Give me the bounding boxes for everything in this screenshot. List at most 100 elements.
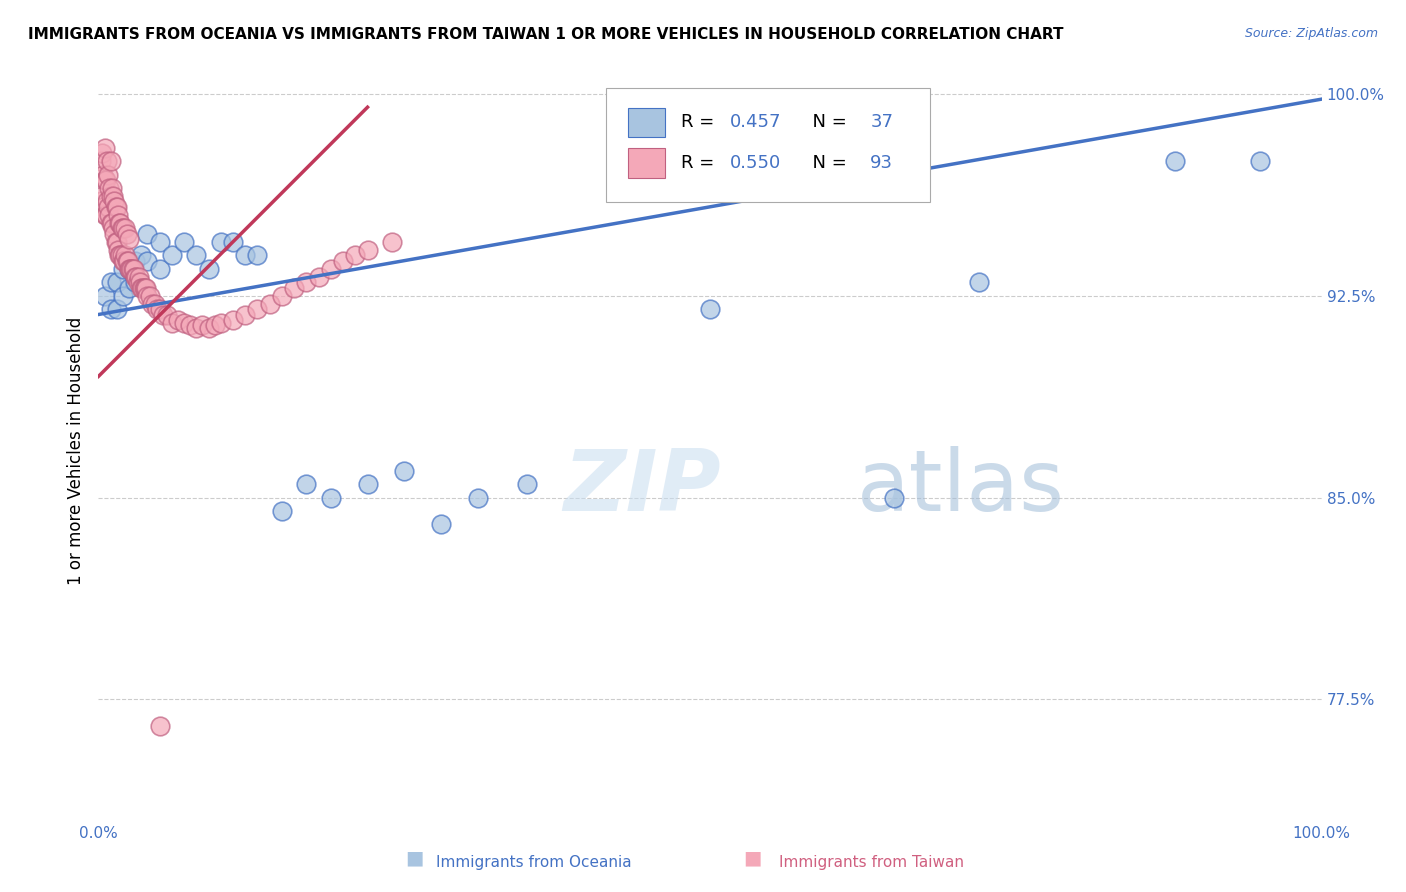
Point: [356, 243, 378, 257]
Point: [100, 216, 122, 230]
Text: IMMIGRANTS FROM OCEANIA VS IMMIGRANTS FROM TAIWAN 1 OR MORE VEHICLES IN HOUSEHOL: IMMIGRANTS FROM OCEANIA VS IMMIGRANTS FR…: [28, 27, 1063, 42]
Point: [246, 248, 269, 262]
Point: [149, 261, 172, 276]
Point: [97, 168, 120, 182]
Point: [209, 316, 232, 330]
Point: [114, 221, 136, 235]
Point: [319, 261, 342, 276]
Point: [129, 280, 152, 294]
Point: [197, 261, 219, 276]
Point: [191, 318, 214, 333]
Point: [967, 275, 990, 289]
Point: [105, 275, 128, 289]
Point: [332, 253, 354, 268]
Point: [319, 491, 342, 505]
Point: [308, 269, 330, 284]
Text: 0.457: 0.457: [730, 113, 782, 131]
Text: Immigrants from Oceania: Immigrants from Oceania: [436, 855, 633, 870]
Point: [90, 194, 112, 209]
Point: [197, 321, 219, 335]
Point: [136, 288, 159, 302]
Point: [167, 313, 190, 327]
Point: [883, 491, 905, 505]
Point: [156, 308, 179, 322]
FancyBboxPatch shape: [628, 148, 665, 178]
FancyBboxPatch shape: [628, 108, 665, 137]
Point: [118, 261, 141, 276]
Point: [136, 253, 159, 268]
Point: [110, 216, 132, 230]
Point: [270, 288, 294, 302]
Point: [127, 275, 149, 289]
Point: [125, 269, 148, 284]
Text: ■: ■: [405, 848, 425, 867]
Point: [120, 261, 142, 276]
Point: [100, 302, 122, 317]
Point: [97, 200, 120, 214]
Point: [105, 235, 128, 249]
Text: ZIP: ZIP: [564, 446, 721, 529]
Point: [139, 288, 162, 302]
Point: [141, 297, 163, 311]
Point: [101, 181, 124, 195]
Point: [186, 321, 208, 335]
Point: [467, 491, 489, 505]
Point: [295, 477, 318, 491]
Point: [124, 269, 146, 284]
Point: [107, 208, 129, 222]
Point: [149, 302, 172, 317]
Text: N =: N =: [800, 113, 852, 131]
Point: [121, 261, 143, 276]
Point: [104, 235, 127, 249]
Point: [118, 261, 141, 276]
Point: [222, 235, 245, 249]
Point: [90, 154, 112, 169]
Point: [103, 227, 125, 241]
Point: [173, 316, 195, 330]
Text: 93: 93: [870, 154, 893, 172]
Point: [108, 248, 131, 262]
Point: [135, 280, 157, 294]
Point: [111, 288, 134, 302]
Point: [259, 297, 281, 311]
Text: R =: R =: [681, 113, 720, 131]
Point: [344, 248, 367, 262]
Point: [131, 280, 153, 294]
Point: [105, 302, 128, 317]
Point: [136, 227, 159, 241]
Point: [209, 235, 232, 249]
Point: [101, 189, 124, 203]
Point: [1249, 154, 1271, 169]
Point: [128, 269, 150, 284]
Point: [111, 248, 134, 262]
Text: 37: 37: [870, 113, 893, 131]
Point: [118, 232, 141, 246]
Point: [160, 248, 183, 262]
Point: [120, 261, 142, 276]
Point: [96, 154, 118, 169]
Point: [111, 221, 134, 235]
Text: atlas: atlas: [856, 446, 1064, 529]
Point: [112, 253, 135, 268]
Point: [146, 302, 169, 317]
Point: [111, 253, 134, 268]
Point: [270, 504, 294, 518]
Point: [115, 253, 138, 268]
Point: [283, 280, 305, 294]
Point: [105, 200, 128, 214]
Point: [1164, 154, 1187, 169]
Point: [515, 477, 537, 491]
Point: [91, 200, 114, 214]
Point: [107, 243, 129, 257]
Point: [122, 261, 145, 276]
Point: [173, 235, 195, 249]
Point: [699, 302, 721, 317]
Point: [104, 200, 127, 214]
Point: [149, 719, 172, 733]
Point: [98, 208, 121, 222]
Point: [392, 464, 416, 478]
Point: [96, 194, 118, 209]
Point: [114, 248, 136, 262]
Point: [149, 235, 172, 249]
Point: [101, 221, 124, 235]
